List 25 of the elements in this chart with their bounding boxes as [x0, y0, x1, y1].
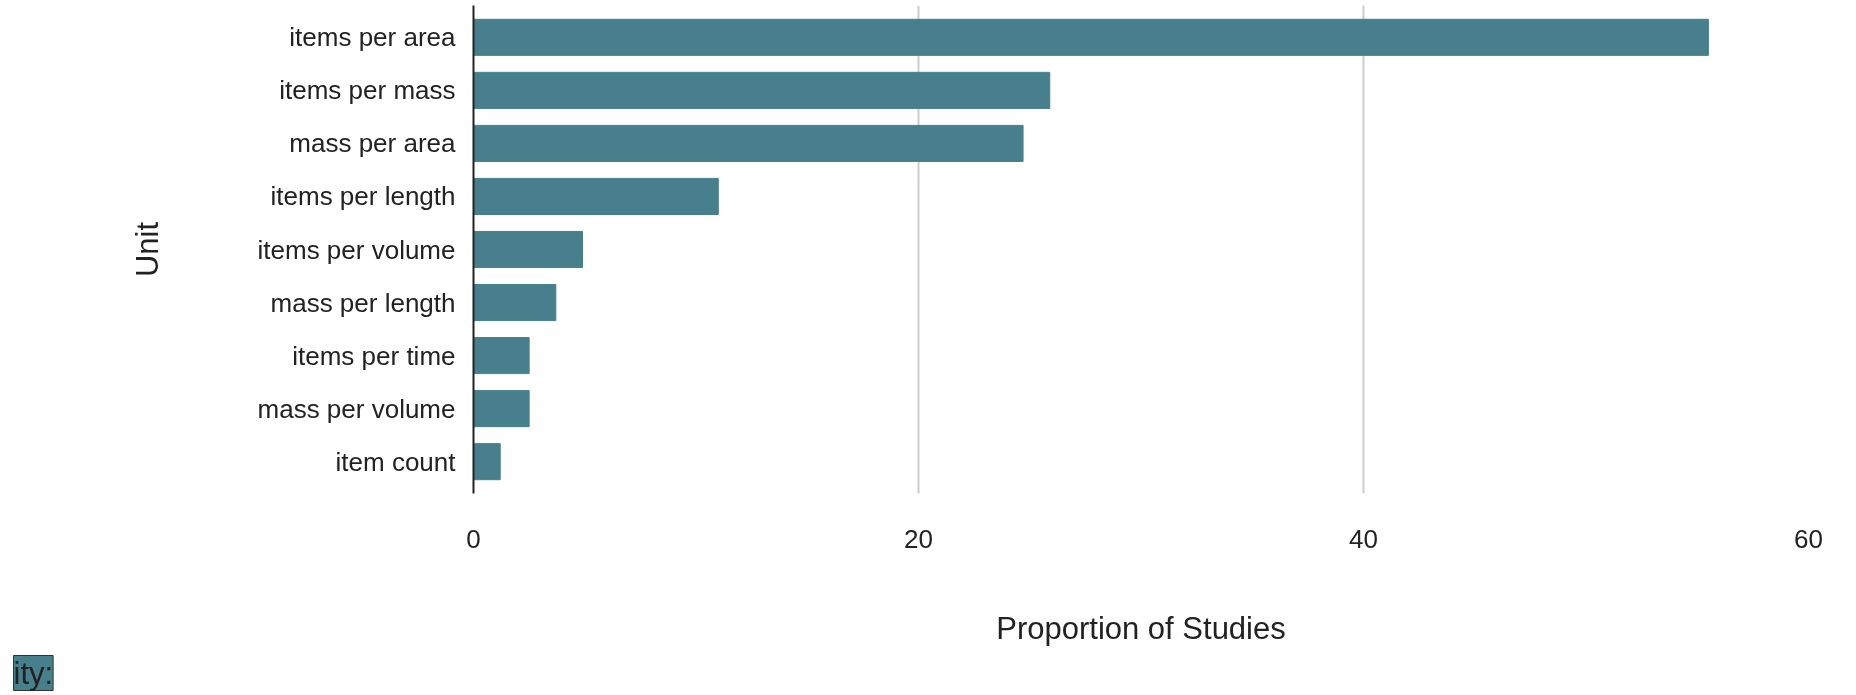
bar [473, 284, 557, 322]
y-tick-label: mass per volume [257, 393, 456, 424]
x-tick-label: 20 [904, 523, 933, 554]
y-tick-label: item count [335, 446, 457, 477]
y-tick-label: items per time [292, 340, 456, 371]
y-tick-label: items per area [289, 22, 457, 53]
y-tick-label: items per mass [279, 75, 456, 106]
x-tick-label: 60 [1794, 523, 1823, 554]
y-tick-label: items per volume [257, 234, 456, 265]
x-axis-title: Proportion of Studies [996, 610, 1286, 646]
bar [473, 71, 1051, 109]
y-tick-label: mass per area [289, 128, 457, 159]
bar [473, 390, 530, 428]
y-tick-label: items per length [270, 181, 456, 212]
y-tick-label: mass per length [270, 287, 456, 318]
x-tick-label: 40 [1349, 523, 1378, 554]
bar [473, 443, 501, 481]
x-tick-label: 0 [466, 523, 481, 554]
bar [473, 337, 530, 375]
bar [473, 177, 719, 215]
y-axis-title: Unit [129, 221, 165, 278]
bar [473, 124, 1024, 162]
text: ity: [13, 655, 54, 691]
bar [473, 18, 1709, 56]
bar [473, 230, 584, 269]
